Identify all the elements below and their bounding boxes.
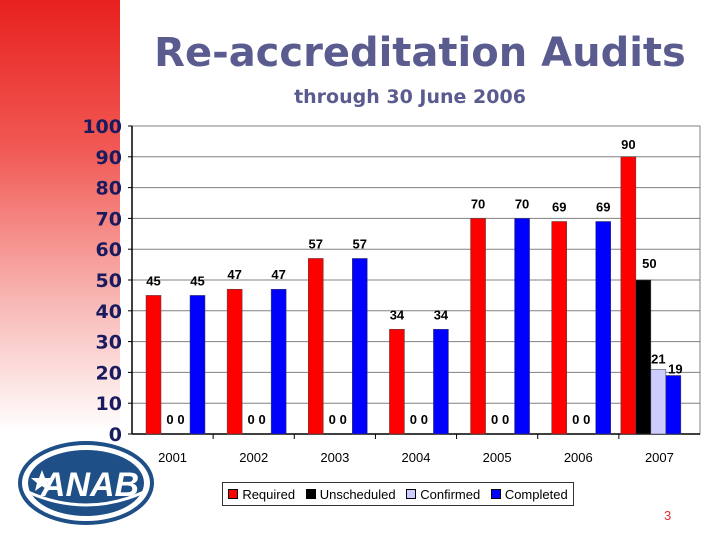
data-label-required-2001: 45 [146,273,160,288]
legend-swatch-completed [490,489,501,499]
bar-required-2003 [308,258,324,435]
data-label-confirmed-2006: 0 [583,412,590,427]
bar-completed-2007 [665,375,682,435]
bar-completed-2003 [352,258,368,435]
left-gradient-band [0,0,120,432]
x-tick-label: 2003 [320,450,349,465]
bar-completed-2006 [595,221,611,435]
bar-completed-2004 [433,329,449,435]
x-tick-label: 2001 [158,450,187,465]
x-tick-label: 2004 [402,450,431,465]
page-number: 3 [664,508,672,523]
y-tick-label: 30 [96,332,122,354]
legend-item-unscheduled: Unscheduled [305,486,396,502]
data-label-confirmed-2002: 0 [259,412,266,427]
data-label-unscheduled-2005: 0 [491,412,498,427]
y-tick-label: 90 [96,147,122,169]
legend-swatch-required [228,489,239,499]
data-label-required-2004: 34 [390,307,405,322]
y-tick-label: 100 [82,116,122,138]
data-label-completed-2002: 47 [271,267,285,282]
data-label-completed-2003: 57 [353,236,367,251]
data-label-completed-2007: 19 [668,361,682,376]
data-label-unscheduled-2003: 0 [329,412,336,427]
bar-required-2002 [226,288,243,435]
page-subtitle: through 30 June 2006 [294,86,526,108]
legend-swatch-confirmed [406,489,417,499]
data-label-confirmed-2007: 21 [651,351,665,366]
x-tick-label: 2007 [645,450,674,465]
bar-required-2004 [389,329,405,435]
bar-completed-2002 [270,288,287,435]
bar-confirmed-2007 [650,369,667,435]
data-label-completed-2006: 69 [596,199,610,214]
data-label-required-2002: 47 [227,267,241,282]
data-label-unscheduled-2006: 0 [572,412,579,427]
data-label-required-2005: 70 [471,196,485,211]
chart-legend: Required Unscheduled Confirmed Completed [222,482,574,506]
data-label-completed-2005: 70 [515,196,529,211]
bar-completed-2001 [189,295,206,435]
bar-completed-2005 [514,218,530,435]
page-title: Re-accreditation Audits [154,30,686,76]
bar-unscheduled-2007 [635,279,652,435]
y-tick-label: 10 [96,393,122,415]
legend-label-unscheduled: Unscheduled [319,486,396,502]
y-tick-label: 70 [96,208,122,230]
bar-required-2006 [551,221,567,435]
legend-item-required: Required [228,487,295,502]
legend-item-confirmed: Confirmed [406,487,480,502]
y-tick-label: 80 [96,178,122,200]
x-tick-label: 2002 [239,450,268,465]
y-tick-label: 60 [96,239,122,261]
y-tick-label: 50 [96,270,122,292]
x-tick-label: 2006 [564,450,593,465]
y-tick-label: 40 [96,301,122,323]
data-label-unscheduled-2007: 50 [642,256,656,271]
y-tick-label: 0 [109,424,122,446]
data-label-completed-2004: 34 [434,307,449,322]
legend-label-completed: Completed [504,486,568,502]
data-label-required-2003: 57 [309,236,323,251]
data-label-unscheduled-2001: 0 [166,412,173,427]
data-label-confirmed-2003: 0 [340,412,347,427]
bar-required-2007 [620,156,637,435]
legend-swatch-unscheduled [305,489,316,499]
data-label-unscheduled-2004: 0 [410,412,417,427]
legend-item-completed: Completed [490,486,568,502]
anab-logo: ANAB [18,441,154,525]
data-label-completed-2001: 45 [190,273,204,288]
bar-required-2005 [470,218,486,435]
data-label-required-2007: 90 [621,137,635,152]
x-tick-label: 2005 [483,450,512,465]
y-tick-label: 20 [96,362,122,384]
anab-logo-text: ANAB [40,466,139,504]
bar-required-2001 [145,295,162,435]
data-label-confirmed-2005: 0 [502,412,509,427]
legend-label-confirmed: Confirmed [420,486,481,502]
data-label-required-2006: 69 [552,199,566,214]
legend-label-required: Required [242,486,296,502]
data-label-confirmed-2004: 0 [421,412,428,427]
data-label-confirmed-2001: 0 [177,412,184,427]
data-label-unscheduled-2002: 0 [248,412,255,427]
